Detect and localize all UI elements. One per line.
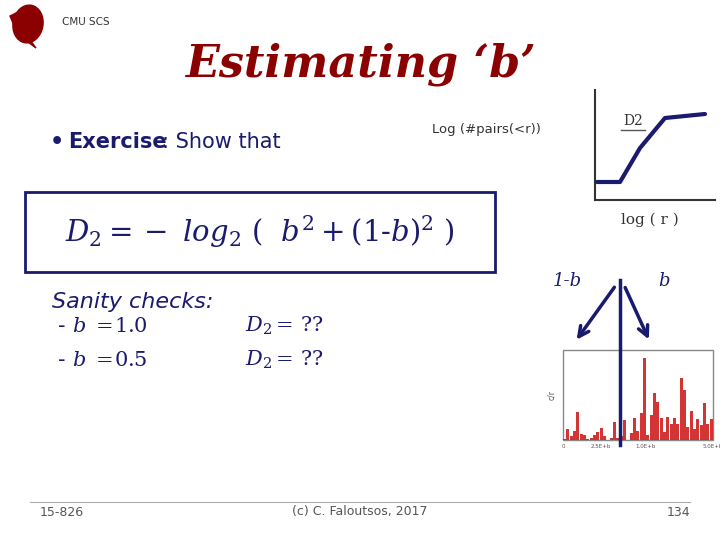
Bar — [673, 418, 676, 440]
Polygon shape — [28, 40, 36, 48]
Bar — [649, 415, 653, 440]
Text: : Show that: : Show that — [162, 132, 281, 152]
Text: Estimating ‘b’: Estimating ‘b’ — [184, 42, 536, 86]
Bar — [570, 436, 572, 440]
Text: 0: 0 — [562, 444, 564, 449]
Text: b: b — [658, 272, 670, 290]
Bar — [710, 419, 713, 440]
Bar — [596, 431, 600, 440]
Bar — [633, 418, 636, 440]
Text: -: - — [58, 350, 66, 370]
Text: (c) C. Faloutsos, 2017: (c) C. Faloutsos, 2017 — [292, 505, 428, 518]
Bar — [670, 424, 672, 440]
Text: Log (#pairs(<r)): Log (#pairs(<r)) — [432, 124, 541, 137]
Bar — [613, 422, 616, 440]
Bar — [676, 424, 680, 440]
Text: $D_2 = -\ log_2\ (\ \ b^2 + (1\text{-}b)^2\ )$: $D_2 = -\ log_2\ (\ \ b^2 + (1\text{-}b)… — [65, 214, 455, 251]
Bar — [686, 427, 690, 440]
Text: $b\ =\!0.5$: $b\ =\!0.5$ — [72, 350, 148, 369]
Text: $D_2 = \,??$: $D_2 = \,??$ — [245, 349, 324, 371]
Text: 1-b: 1-b — [553, 272, 582, 290]
Bar — [620, 436, 623, 440]
Text: 15-826: 15-826 — [40, 505, 84, 518]
Bar — [657, 402, 660, 440]
Bar — [630, 433, 633, 440]
Bar — [616, 438, 619, 440]
Text: CMU SCS: CMU SCS — [62, 17, 109, 27]
Bar — [680, 378, 683, 440]
Ellipse shape — [13, 5, 43, 43]
Bar — [647, 435, 649, 440]
Bar — [580, 434, 582, 440]
Text: -: - — [58, 316, 66, 336]
Text: $D_2 = \,??$: $D_2 = \,??$ — [245, 315, 324, 337]
Text: $b\ =\!1.0$: $b\ =\!1.0$ — [72, 316, 148, 335]
Bar — [706, 424, 709, 440]
Text: 2.5E+b: 2.5E+b — [590, 444, 611, 449]
Text: D2: D2 — [623, 114, 643, 128]
Polygon shape — [10, 10, 28, 28]
Bar — [700, 425, 703, 440]
Bar — [666, 417, 670, 440]
Text: log ( r ): log ( r ) — [621, 213, 679, 227]
Bar — [593, 435, 596, 440]
Bar — [690, 411, 693, 440]
Bar — [703, 403, 706, 440]
Bar — [623, 420, 626, 440]
Bar — [603, 436, 606, 440]
Bar — [590, 438, 593, 440]
Bar — [25, 192, 495, 272]
Text: 5.0E+b: 5.0E+b — [703, 444, 720, 449]
Text: •: • — [50, 132, 64, 152]
Text: Exercise: Exercise — [68, 132, 166, 152]
Bar — [653, 393, 656, 440]
Text: 134: 134 — [667, 505, 690, 518]
Bar — [610, 437, 613, 440]
Bar — [563, 350, 713, 440]
Bar — [683, 390, 686, 440]
Bar — [660, 418, 662, 440]
Bar — [576, 412, 580, 440]
Bar — [636, 431, 639, 440]
Bar — [600, 428, 603, 440]
Bar — [693, 429, 696, 440]
Bar — [663, 432, 666, 440]
Text: 1.0E+b: 1.0E+b — [635, 444, 656, 449]
Bar — [639, 413, 643, 440]
Bar — [567, 429, 570, 440]
Bar — [696, 420, 699, 440]
Bar — [583, 435, 586, 440]
Bar — [573, 430, 576, 440]
Text: c/r: c/r — [547, 390, 556, 400]
Bar — [643, 358, 646, 440]
Text: Sanity checks:: Sanity checks: — [52, 292, 213, 312]
